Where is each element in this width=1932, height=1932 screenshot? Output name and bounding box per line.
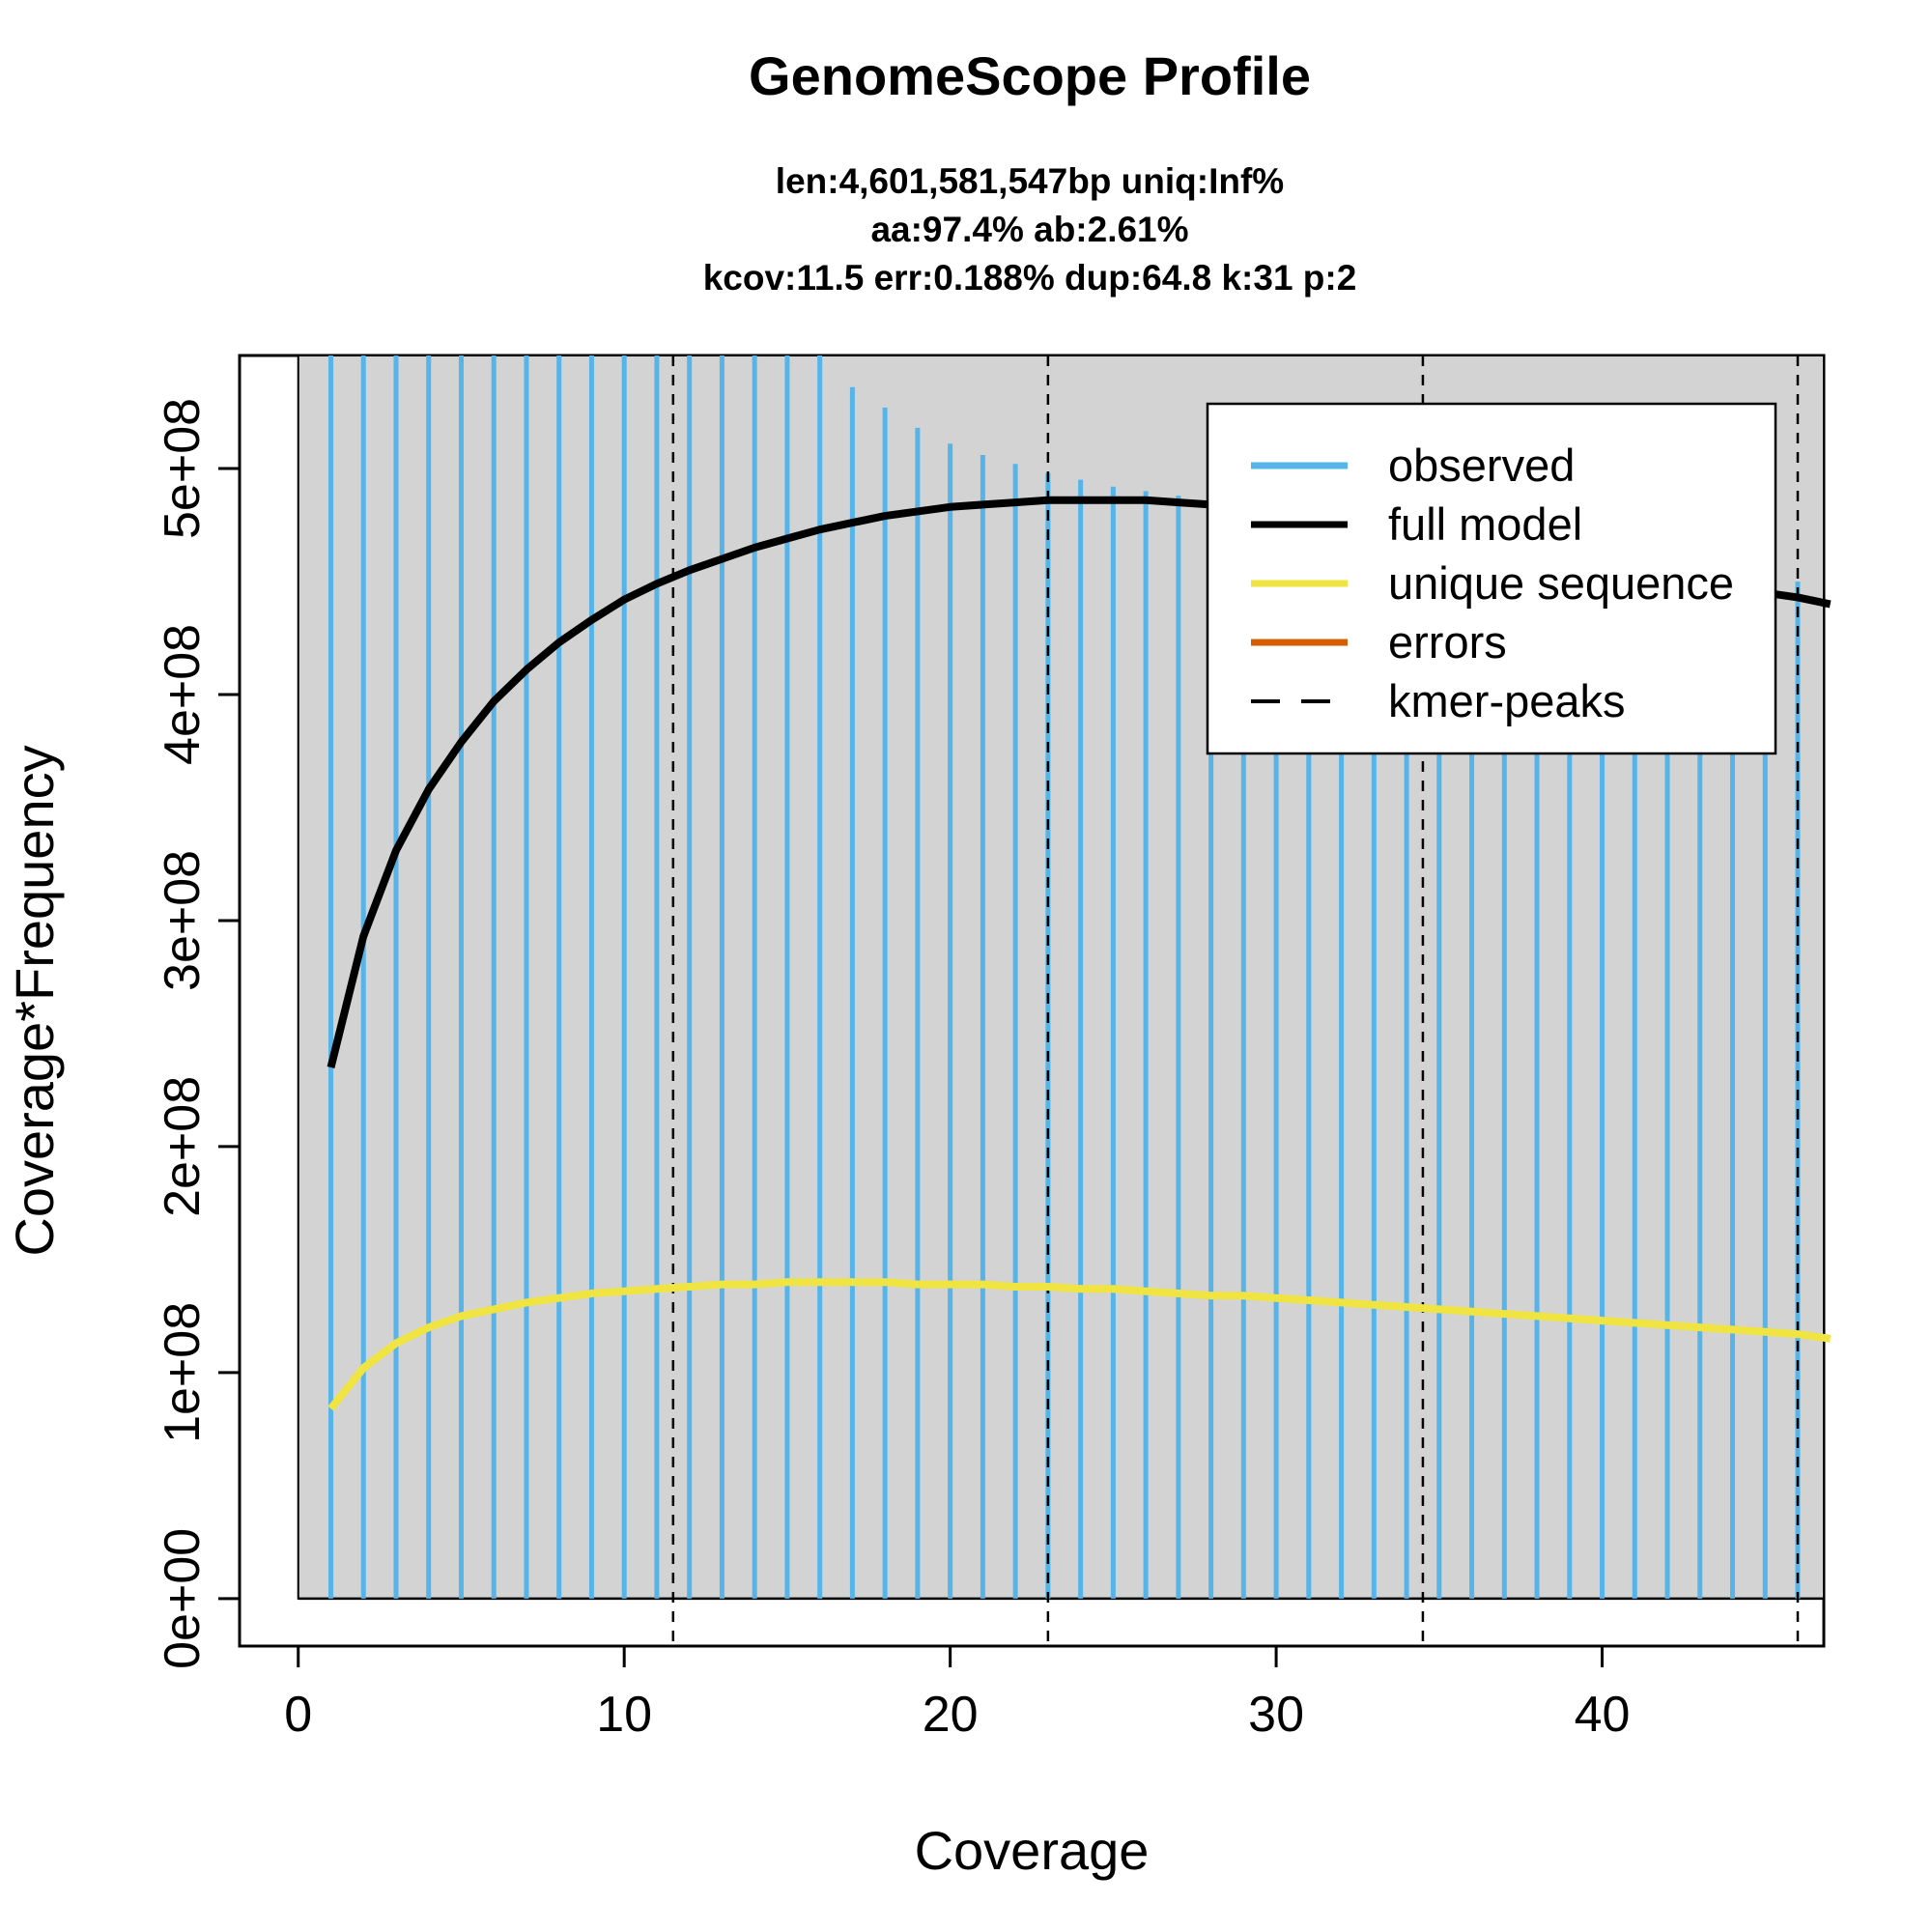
y-tick-label: 4e+08: [155, 624, 211, 765]
subtitle-line-1: len:4,601,581,547bp uniq:Inf%: [776, 161, 1284, 201]
y-axis-label: Coverage*Frequency: [4, 745, 65, 1256]
y-tick-label: 0e+00: [155, 1528, 211, 1669]
legend-label: unique sequence: [1388, 557, 1734, 609]
x-tick-label: 20: [923, 1687, 979, 1743]
legend-label: kmer-peaks: [1388, 675, 1626, 726]
x-tick-label: 40: [1575, 1687, 1631, 1743]
unique-sequence-line: [327, 1278, 1832, 1411]
x-tick-label: 0: [284, 1687, 312, 1743]
x-axis: 0 10 20 30 40: [284, 1644, 1631, 1743]
y-tick-label: 1e+08: [155, 1302, 211, 1443]
subtitle-line-3: kcov:11.5 err:0.188% dup:64.8 k:31 p:2: [703, 258, 1357, 298]
legend-box: [1206, 402, 1777, 755]
legend-label: full model: [1388, 498, 1582, 550]
legend-label: errors: [1388, 616, 1507, 668]
y-tick-label: 2e+08: [155, 1076, 211, 1217]
chart-title: GenomeScope Profile: [749, 45, 1311, 106]
x-axis-label: Coverage: [915, 1820, 1150, 1881]
y-axis: 0e+00 1e+08 2e+08 3e+08 4e+08 5e+08: [155, 398, 242, 1669]
y-tick-label: 3e+08: [155, 850, 211, 991]
y-tick-label: 5e+08: [155, 398, 211, 539]
legend: observed full model unique sequence errors k…: [1206, 402, 1777, 755]
x-tick-label: 30: [1248, 1687, 1304, 1743]
legend-label: observed: [1388, 440, 1575, 491]
subtitle-line-2: aa:97.4% ab:2.61%: [870, 210, 1188, 249]
x-tick-label: 10: [596, 1687, 652, 1743]
